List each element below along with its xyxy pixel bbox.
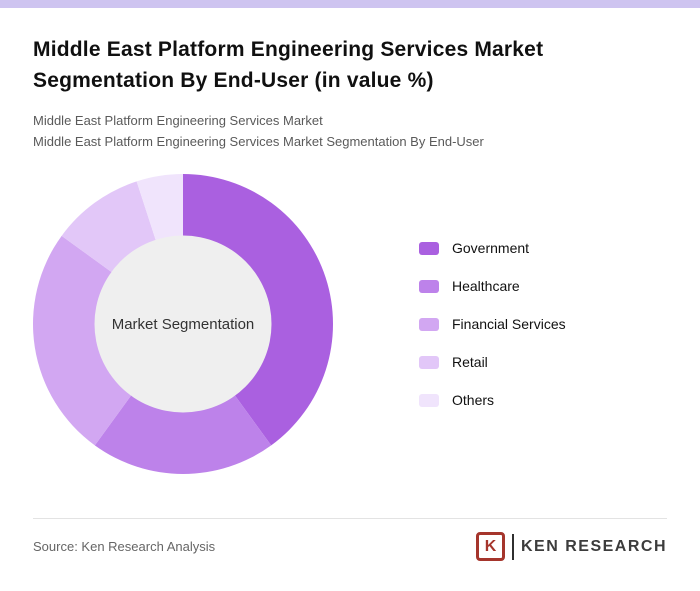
legend-label-healthcare: Healthcare (452, 278, 520, 294)
legend: Government Healthcare Financial Services Re… (419, 238, 566, 474)
legend-item-financial-services[interactable]: Financial Services (419, 314, 566, 334)
legend-item-retail[interactable]: Retail (419, 352, 566, 372)
subtitle-market: Middle East Platform Engineering Service… (33, 113, 323, 128)
legend-item-others[interactable]: Others (419, 390, 566, 410)
logo-divider (511, 533, 514, 560)
legend-item-government[interactable]: Government (419, 238, 566, 258)
chart-area: Market Segmentation Government Healthcare… (33, 174, 667, 474)
logo-k-mark: K (475, 532, 505, 561)
subtitle-segmentation: Middle East Platform Engineering Service… (33, 134, 484, 149)
page-title: Middle East Platform Engineering Service… (33, 38, 544, 92)
subtitle-block: Middle East Platform Engineering Service… (33, 110, 667, 152)
ken-research-logo: K KEN RESEARCH (475, 532, 667, 561)
legend-label-financial-services: Financial Services (452, 316, 566, 332)
legend-swatch-retail (419, 355, 439, 369)
source-note: Source: Ken Research Analysis (33, 539, 216, 554)
legend-item-healthcare[interactable]: Healthcare (419, 276, 566, 296)
donut-chart: Market Segmentation (33, 174, 333, 474)
top-accent-bar (0, 0, 700, 8)
logo-k-letter: K (484, 537, 497, 555)
legend-swatch-government (419, 241, 439, 255)
legend-label-retail: Retail (452, 354, 488, 370)
legend-swatch-others (419, 393, 439, 407)
legend-label-others: Others (452, 392, 495, 408)
content-area: Middle East Platform Engineering Service… (0, 34, 700, 474)
legend-swatch-financial-services (419, 317, 439, 331)
donut-center-circle (94, 235, 272, 413)
legend-swatch-healthcare (419, 279, 439, 293)
logo-wordmark: KEN RESEARCH (520, 537, 667, 555)
donut-chart-svg (33, 174, 333, 474)
legend-label-government: Government (452, 240, 530, 256)
footer: Source: Ken Research Analysis K KEN RESE… (33, 518, 667, 561)
